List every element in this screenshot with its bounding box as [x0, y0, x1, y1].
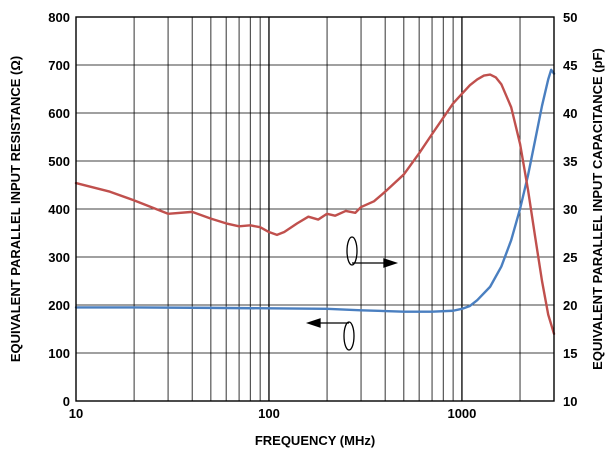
- y-left-tick-label: 200: [48, 298, 70, 313]
- y-axis-left-title: EQUIVALENT PARALLEL INPUT RESISTANCE (Ω): [8, 56, 23, 362]
- y-right-tick-label: 20: [563, 298, 577, 313]
- tick-labels: 10 100 1000 0 100 200 300 400 500 600 700 800 10 15 20…: [48, 10, 577, 421]
- y-left-tick-label: 500: [48, 154, 70, 169]
- y-left-tick-label: 800: [48, 10, 70, 25]
- y-axis-right-title: EQUIVALENT PARALLEL INPUT CAPACITANCE (p…: [590, 48, 605, 370]
- y-left-tick-label: 600: [48, 106, 70, 121]
- resistance-line: [74, 68, 556, 313]
- capacitance-axis-indicator: [346, 236, 399, 268]
- y-right-tick-label: 50: [563, 10, 577, 25]
- y-right-tick-label: 45: [563, 58, 577, 73]
- y-right-tick-label: 25: [563, 250, 577, 265]
- x-tick-label: 10: [69, 406, 83, 421]
- resistance-axis-indicator: [305, 318, 355, 351]
- y-left-tick-label: 100: [48, 346, 70, 361]
- y-right-tick-label: 15: [563, 346, 577, 361]
- y-left-tick-label: 700: [48, 58, 70, 73]
- y-right-tick-label: 10: [563, 394, 577, 409]
- x-axis-title: FREQUENCY (MHz): [255, 433, 375, 448]
- plot-border: [75, 16, 555, 402]
- y-left-tick-label: 400: [48, 202, 70, 217]
- x-tick-label: 100: [258, 406, 280, 421]
- x-tick-label: 1000: [447, 406, 476, 421]
- y-right-tick-label: 30: [563, 202, 577, 217]
- grid: [76, 17, 554, 401]
- y-left-tick-label: 0: [63, 394, 70, 409]
- capacitance-line: [74, 73, 556, 335]
- y-right-tick-label: 35: [563, 154, 577, 169]
- series-lines: [74, 68, 556, 335]
- y-right-tick-label: 40: [563, 106, 577, 121]
- y-left-tick-label: 300: [48, 250, 70, 265]
